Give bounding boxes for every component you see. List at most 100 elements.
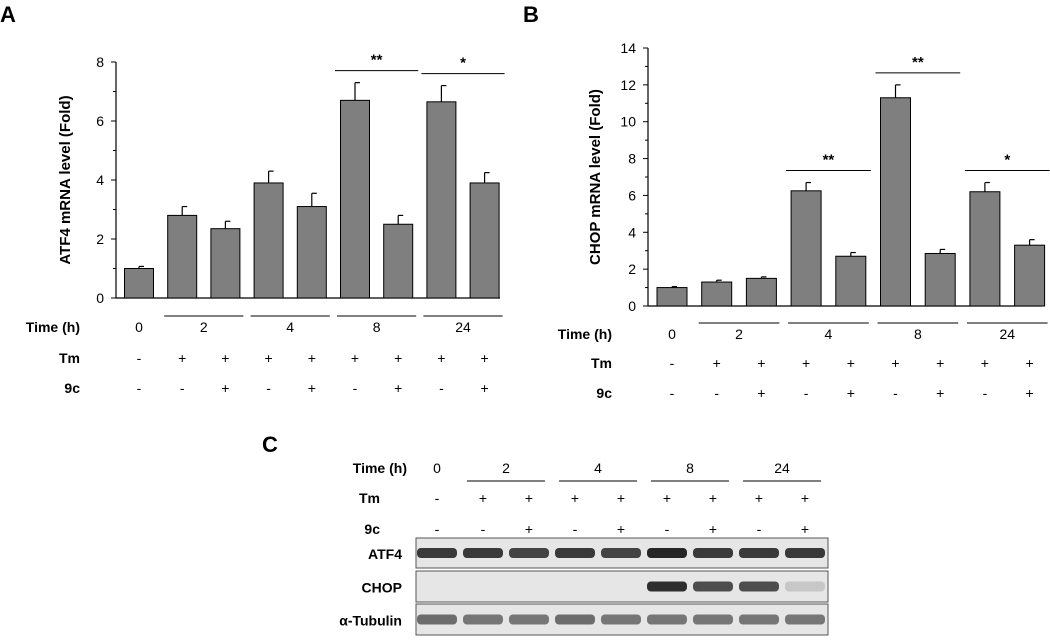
blot-band-label: α-Tubulin (339, 613, 402, 629)
blot-time-label: 4 (594, 460, 602, 476)
time-group-label: 8 (914, 326, 922, 342)
blot-tm-sign: - (435, 490, 440, 506)
tm-sign: - (670, 355, 675, 371)
nine-c-sign: + (847, 385, 855, 401)
significance-label: * (1004, 152, 1010, 169)
nine-c-sign: - (670, 385, 675, 401)
blot-band (693, 548, 733, 558)
blot-9c-sign: - (665, 521, 670, 537)
blot-time-label: 0 (433, 460, 441, 476)
time-group-label: 2 (735, 326, 743, 342)
bar (701, 281, 733, 307)
bar (296, 206, 327, 299)
blot-band-label: CHOP (362, 580, 402, 596)
tm-sign: + (1026, 355, 1034, 371)
tm-sign: + (891, 355, 899, 371)
blot-band (509, 548, 549, 558)
panel-c-letter: C (262, 432, 278, 457)
blot-band (739, 614, 779, 625)
time-group-label: 24 (999, 326, 1015, 342)
row-label-9c: 9c (64, 380, 80, 396)
tm-sign: + (713, 355, 721, 371)
bar (924, 252, 956, 307)
blot-band (463, 548, 503, 558)
tm-sign: + (394, 350, 402, 366)
nine-c-sign: - (266, 380, 271, 396)
tm-sign: + (847, 355, 855, 371)
nine-c-sign: + (481, 380, 489, 396)
y-axis-label: ATF4 mRNA level (Fold) (57, 95, 74, 264)
tm-sign: + (437, 350, 445, 366)
tm-sign: + (936, 355, 944, 371)
blot-band (739, 581, 779, 592)
y-tick-label: 10 (620, 114, 636, 130)
y-tick-label: 8 (96, 54, 104, 70)
y-tick-label: 4 (628, 224, 636, 240)
blot-time-label: 2 (502, 460, 510, 476)
bar (790, 190, 822, 307)
blot-tm-sign: + (571, 490, 579, 506)
bar (745, 277, 777, 307)
bar (167, 214, 198, 299)
blot-band (693, 581, 733, 592)
bar (210, 228, 241, 299)
blot-9c-sign: + (525, 521, 533, 537)
bar (969, 191, 1001, 307)
blot-9c-sign: - (435, 521, 440, 537)
time-group-label: 0 (135, 319, 143, 335)
y-tick-label: 8 (628, 151, 636, 167)
bar (426, 101, 457, 299)
row-label-9c: 9c (596, 385, 612, 401)
nine-c-sign: + (936, 385, 944, 401)
bar (383, 223, 414, 299)
y-tick-label: 2 (96, 231, 104, 247)
y-tick-label: 6 (96, 113, 104, 129)
blot-row-label-time: Time (h) (353, 460, 407, 476)
blot-band-label: ATF4 (368, 546, 402, 562)
blot-band (647, 614, 687, 625)
blot-9c-sign: - (481, 521, 486, 537)
tm-sign: + (981, 355, 989, 371)
y-tick-label: 14 (620, 40, 636, 56)
blot-band (785, 581, 825, 592)
nine-c-sign: + (394, 380, 402, 396)
blot-time-label: 8 (686, 460, 694, 476)
nine-c-sign: - (137, 380, 142, 396)
tm-sign: + (802, 355, 810, 371)
nine-c-sign: + (221, 380, 229, 396)
blot-band (601, 548, 641, 558)
significance-label: ** (912, 54, 924, 71)
y-tick-label: 0 (96, 290, 104, 306)
blot-9c-sign: + (709, 521, 717, 537)
blot-9c-sign: - (573, 521, 578, 537)
nine-c-sign: - (353, 380, 358, 396)
blot-tm-sign: + (663, 490, 671, 506)
bar (253, 182, 284, 299)
bar (880, 97, 911, 307)
bar (1014, 244, 1046, 307)
nine-c-sign: - (180, 380, 185, 396)
blot-band (785, 548, 825, 558)
y-tick-label: 6 (628, 187, 636, 203)
panel-a-letter: A (0, 2, 16, 27)
blot-row-label-tm: Tm (359, 490, 380, 506)
tm-sign: - (137, 350, 142, 366)
nine-c-sign: + (308, 380, 316, 396)
nine-c-sign: - (983, 385, 988, 401)
blot-tm-sign: + (525, 490, 533, 506)
blot-tm-sign: + (617, 490, 625, 506)
blot-band (601, 614, 641, 625)
blot-band (463, 614, 503, 625)
significance-label: ** (371, 52, 383, 69)
tm-sign: + (308, 350, 316, 366)
bar (656, 287, 688, 307)
blot-band (417, 548, 457, 558)
blot-row-label-9c: 9c (364, 521, 380, 537)
bar (469, 182, 500, 299)
y-tick-label: 2 (628, 261, 636, 277)
blot-band (647, 548, 687, 558)
row-label-time: Time (h) (26, 319, 80, 335)
time-group-label: 4 (286, 319, 294, 335)
